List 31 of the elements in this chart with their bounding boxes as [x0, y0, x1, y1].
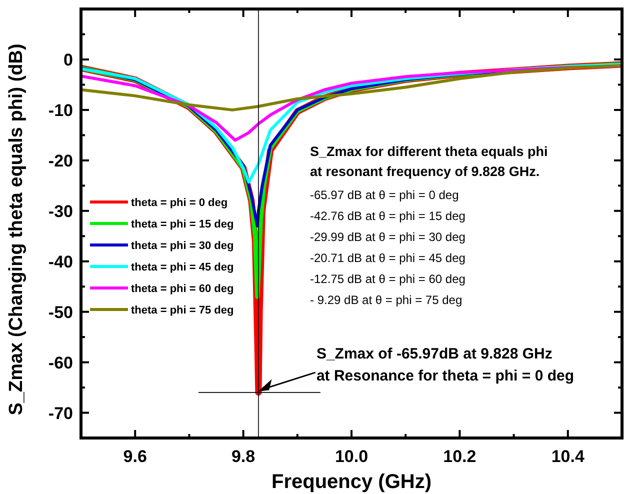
- annotation: -20.71 dB at θ = phi = 45 deg: [310, 251, 466, 265]
- legend-label: theta = phi = 45 deg: [131, 262, 234, 274]
- x-tick-label: 9.8: [231, 447, 256, 466]
- annotation: - 9.29 dB at θ = phi = 75 deg: [310, 293, 462, 307]
- annotation: -42.76 dB at θ = phi = 15 deg: [310, 209, 466, 223]
- y-tick-label: 0: [64, 50, 73, 70]
- y-tick-label: -40: [48, 252, 73, 272]
- y-tick-label: -10: [48, 100, 73, 120]
- legend-label: theta = phi = 0 deg: [131, 197, 228, 209]
- x-tick-label: 10.4: [551, 447, 585, 466]
- x-tick-label: 10.0: [334, 447, 368, 466]
- annotation: -65.97 dB at θ = phi = 0 deg: [310, 188, 459, 202]
- y-tick-label: -30: [48, 202, 73, 221]
- legend-label: theta = phi = 60 deg: [131, 283, 234, 295]
- y-tick-label: -50: [48, 302, 73, 322]
- annotation: S_Zmax for different theta equals phi: [310, 144, 548, 159]
- annotation: -12.75 dB at θ = phi = 60 deg: [310, 272, 466, 286]
- x-tick-label: 10.2: [443, 447, 476, 466]
- y-axis-title: S_Zmax (Changing theta equals phi) (dB): [6, 44, 27, 416]
- y-tick-label: -60: [48, 353, 73, 372]
- line-series: [81, 64, 622, 112]
- y-tick-label: -20: [48, 151, 73, 170]
- annotation: S_Zmax of -65.97dB at 9.828 GHz at Resonance for theta = phi = 0 deg: [316, 345, 574, 384]
- annotation: at resonant frequency of 9.828 GHz.: [310, 164, 540, 179]
- y-tick-label: -70: [48, 404, 73, 423]
- legend-label: theta = phi = 30 deg: [131, 240, 234, 252]
- legend-label: theta = phi = 15 deg: [131, 218, 234, 230]
- annotation: -29.99 dB at θ = phi = 30 deg: [310, 230, 466, 244]
- x-axis-title: Frequency (GHz): [271, 471, 432, 493]
- legend-label: theta = phi = 75 deg: [131, 304, 234, 316]
- x-tick-label: 9.6: [123, 447, 147, 466]
